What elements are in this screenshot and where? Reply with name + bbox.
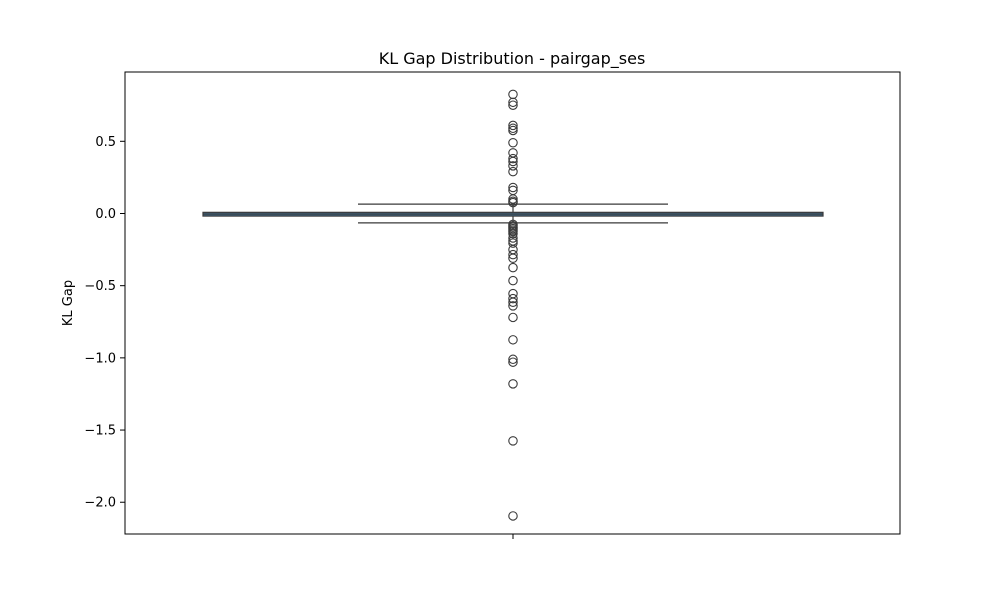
outlier-point (508, 120, 518, 131)
outlier-point (508, 161, 518, 171)
outlier-layer (508, 89, 518, 521)
outlier-point (508, 262, 518, 273)
outlier-point (508, 293, 518, 304)
outlier-point (508, 156, 518, 167)
outlier-point (508, 97, 518, 108)
outlier-point (508, 233, 518, 243)
chart-title: KL Gap Distribution - pairgap_ses (379, 49, 646, 69)
outlier-point (508, 238, 518, 248)
outlier-point (508, 297, 518, 308)
outlier-point (508, 379, 518, 389)
y-tick-label: −2.0 (84, 496, 116, 511)
outlier-point (508, 357, 518, 367)
outlier-point (508, 182, 518, 193)
outlier-point (508, 249, 518, 260)
outlier-point (508, 166, 518, 177)
y-axis-ticks: 0.5 0.0 −0.5 −1.0 −1.5 −2.0 (84, 135, 125, 511)
y-tick-label: 0.0 (95, 207, 116, 222)
outlier-point (508, 100, 518, 110)
outlier-point (508, 301, 518, 311)
outlier-point (508, 197, 518, 208)
outlier-point (508, 228, 518, 239)
outlier-point (508, 335, 518, 345)
outlier-point (508, 275, 518, 286)
outlier-point (508, 288, 518, 299)
y-tick-label: −1.0 (84, 351, 116, 366)
y-tick-label: −0.5 (84, 279, 116, 294)
outlier-point (508, 253, 518, 263)
outlier-point (508, 511, 518, 521)
y-tick-label: −1.5 (84, 424, 116, 439)
y-tick-label: 0.5 (95, 135, 116, 150)
outlier-point (508, 244, 518, 255)
outlier-point (508, 137, 518, 148)
outlier-point (508, 312, 518, 323)
y-axis-label: KL Gap (61, 280, 76, 326)
outlier-point (508, 354, 518, 365)
outlier-point (508, 89, 518, 100)
outlier-point (508, 153, 518, 164)
outlier-point (508, 436, 518, 446)
outlier-point (508, 125, 518, 136)
